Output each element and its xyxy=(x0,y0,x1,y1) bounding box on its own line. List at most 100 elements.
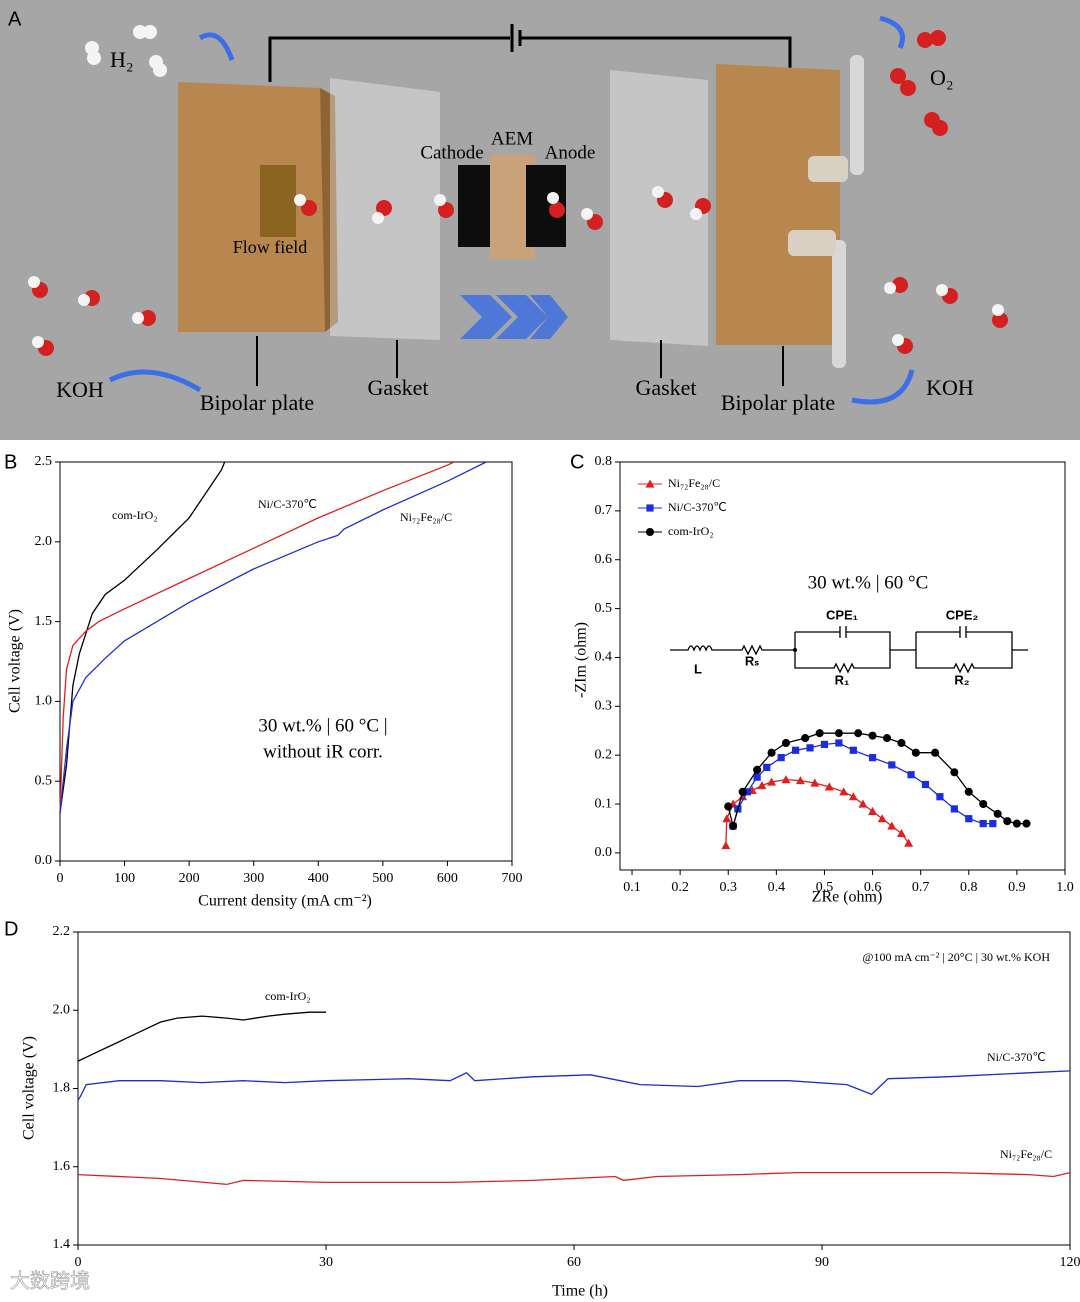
series-label: Ni₇₂Fe₂₈/C xyxy=(400,510,452,524)
series-line xyxy=(59,461,487,814)
x-tick-label: 0 xyxy=(57,871,64,886)
marker xyxy=(795,776,805,785)
series-line xyxy=(77,1171,1071,1186)
series-label: com-IrO₂ xyxy=(265,989,311,1003)
marker xyxy=(993,809,1002,818)
marker xyxy=(810,778,820,787)
y-tick-label: 0.5 xyxy=(595,601,613,616)
panel-label: B xyxy=(4,451,17,473)
marker xyxy=(882,734,892,743)
flow-arrows xyxy=(460,295,568,339)
x-tick-label: 0.1 xyxy=(623,880,641,895)
annotation: @100 mA cm⁻² | 20°C | 30 wt.% KOH xyxy=(862,950,1050,964)
y-tick-label: 1.5 xyxy=(35,614,53,629)
marker xyxy=(868,806,878,815)
gasket xyxy=(610,70,708,346)
x-tick-label: 120 xyxy=(1060,1255,1080,1270)
flow-field xyxy=(260,165,296,237)
y-tick-label: 1.6 xyxy=(53,1159,71,1174)
x-tick-label: 0.2 xyxy=(671,880,689,895)
marker xyxy=(911,748,920,757)
pipe xyxy=(832,240,846,368)
legend-label: Ni/C-370℃ xyxy=(668,500,727,514)
y-tick-label: 2.0 xyxy=(53,1002,71,1017)
panel-label: A xyxy=(8,8,22,30)
pipe xyxy=(850,55,864,175)
y-tick-label: 0.0 xyxy=(35,853,53,868)
marker xyxy=(868,731,877,740)
marker xyxy=(791,746,800,754)
series-label: Ni/C-370℃ xyxy=(258,497,317,511)
marker xyxy=(964,787,973,796)
marker xyxy=(824,782,834,791)
y-tick-label: 0.6 xyxy=(595,552,613,567)
label-bipolar-plate: Bipolar plate xyxy=(200,390,314,415)
label-koh: KOH xyxy=(56,377,104,402)
x-tick-label: 300 xyxy=(243,871,264,886)
panel-label: D xyxy=(4,918,18,940)
marker xyxy=(950,768,959,777)
annotation: 30 wt.% | 60 °C xyxy=(808,572,929,593)
x-tick-label: 700 xyxy=(502,871,523,886)
pipe-fitting xyxy=(788,230,836,256)
y-tick-label: 0.8 xyxy=(595,454,613,469)
label-aem: AEM xyxy=(491,128,533,149)
y-tick-label: 0.3 xyxy=(595,699,613,714)
annotation: 30 wt.% | 60 °C | xyxy=(258,715,387,736)
marker xyxy=(979,799,988,809)
marker xyxy=(931,748,940,757)
circuit-label: L xyxy=(694,661,702,676)
marker xyxy=(888,761,896,769)
circuit-wire xyxy=(268,36,792,82)
marker xyxy=(753,765,762,774)
bipolar-plate xyxy=(716,64,840,345)
x-tick-label: 90 xyxy=(815,1255,829,1270)
series-label: Ni/C-370℃ xyxy=(987,1050,1046,1064)
label-h2: H₂ xyxy=(110,47,134,72)
marker xyxy=(858,799,868,808)
marker xyxy=(904,838,914,847)
plot-frame xyxy=(59,461,513,862)
marker xyxy=(854,729,863,738)
x-axis-label: Time (h) xyxy=(552,1283,608,1300)
cathode xyxy=(458,165,492,247)
x-axis-label: ZRe (ohm) xyxy=(812,889,883,906)
x-tick-label: 1.0 xyxy=(1056,880,1074,895)
marker xyxy=(820,740,829,749)
marker xyxy=(781,738,791,748)
marker xyxy=(887,821,897,830)
label-o2: O₂ xyxy=(930,65,954,90)
watermark: 大数跨境 xyxy=(10,1269,90,1293)
y-axis-label: Cell voltage (V) xyxy=(21,1036,38,1140)
marker xyxy=(1012,819,1021,828)
node xyxy=(793,648,797,652)
label-flow-field: Flow field xyxy=(233,237,308,257)
series-line xyxy=(59,461,226,814)
marker xyxy=(897,738,906,748)
legend-label: com-IrO₂ xyxy=(668,524,714,538)
legend-label: Ni₇₂Fe₂₈/C xyxy=(668,476,720,490)
y-tick-label: 1.4 xyxy=(53,1237,71,1252)
marker xyxy=(757,780,767,790)
pointer-lines xyxy=(256,336,784,386)
marker xyxy=(645,527,655,537)
x-tick-label: 100 xyxy=(114,871,135,886)
y-axis-label: Cell voltage (V) xyxy=(7,609,24,713)
label-koh: KOH xyxy=(926,375,974,400)
marker xyxy=(849,746,857,754)
label-bipolar-plate: Bipolar plate xyxy=(721,390,835,415)
panel-a: H₂ O₂ Cathode AEM Anode Flow field KOH K… xyxy=(0,0,1080,440)
marker xyxy=(950,805,958,813)
marker xyxy=(1003,817,1012,826)
x-tick-label: 0 xyxy=(75,1255,82,1270)
y-tick-label: 1.8 xyxy=(53,1081,71,1096)
marker xyxy=(646,504,654,512)
flow-arrow xyxy=(108,15,915,405)
series-line xyxy=(59,461,455,814)
marker xyxy=(781,775,791,784)
marker xyxy=(907,771,915,779)
marker xyxy=(753,773,761,781)
series-line xyxy=(77,1070,1071,1101)
y-tick-label: 2.5 xyxy=(35,454,53,469)
